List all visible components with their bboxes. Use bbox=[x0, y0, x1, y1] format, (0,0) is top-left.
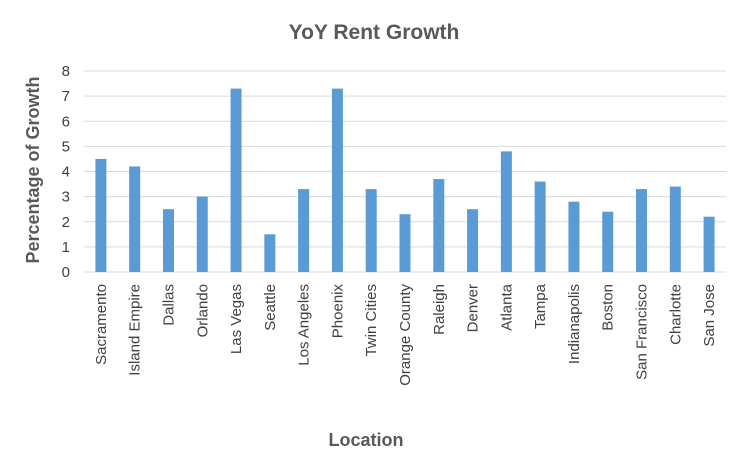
bar-raleigh bbox=[433, 179, 445, 272]
bar-phoenix bbox=[331, 88, 343, 273]
y-tick-label: 5 bbox=[62, 138, 70, 155]
bar-las-vegas bbox=[230, 88, 242, 273]
x-tick-label: Charlotte bbox=[667, 284, 684, 345]
bar-atlanta bbox=[500, 151, 512, 272]
bar-dallas bbox=[162, 209, 174, 272]
x-tick-label: Indianapolis bbox=[566, 284, 583, 364]
x-tick-label: Dallas bbox=[160, 284, 177, 326]
x-tick-label: Los Angeles bbox=[296, 284, 313, 366]
x-tick-label: Boston bbox=[600, 284, 617, 331]
x-tick-label: San Jose bbox=[701, 284, 718, 347]
bar-indianapolis bbox=[568, 201, 580, 272]
x-tick-label: Atlanta bbox=[498, 283, 515, 330]
bar-orange-county bbox=[399, 214, 411, 272]
bar-boston bbox=[602, 211, 614, 272]
x-axis-title: Location bbox=[329, 430, 404, 450]
y-tick-label: 7 bbox=[62, 88, 70, 105]
x-axis-ticks: Sacramento Island Empire Dallas Orlando Las … bbox=[93, 283, 718, 385]
bar-orlando bbox=[196, 196, 208, 272]
x-tick-label: San Francisco bbox=[634, 284, 651, 380]
bar-charlotte bbox=[669, 186, 681, 272]
x-tick-label: Twin Cities bbox=[363, 284, 380, 357]
x-tick-label: Orange County bbox=[397, 284, 414, 386]
y-tick-label: 4 bbox=[62, 164, 70, 181]
y-tick-label: 2 bbox=[62, 214, 70, 231]
y-tick-label: 3 bbox=[62, 189, 70, 206]
y-tick-label: 1 bbox=[62, 239, 70, 256]
bar-island-empire bbox=[129, 166, 141, 272]
x-tick-label: Denver bbox=[465, 284, 482, 332]
y-tick-label: 0 bbox=[62, 264, 70, 281]
x-tick-label: Tampa bbox=[532, 283, 549, 329]
x-tick-label: Island Empire bbox=[127, 284, 144, 376]
bars bbox=[95, 88, 715, 273]
bar-twin-cities bbox=[365, 189, 377, 272]
bar-sacramento bbox=[95, 158, 107, 272]
bar-denver bbox=[467, 209, 479, 272]
bar-san-francisco bbox=[636, 189, 648, 272]
x-tick-label: Phoenix bbox=[329, 284, 346, 339]
x-tick-label: Las Vegas bbox=[228, 284, 245, 354]
y-tick-label: 6 bbox=[62, 113, 70, 130]
x-tick-label: Seattle bbox=[262, 284, 279, 331]
x-tick-label: Raleigh bbox=[431, 284, 448, 335]
y-tick-label: 8 bbox=[62, 63, 70, 80]
gridlines bbox=[84, 70, 726, 273]
x-tick-label: Orlando bbox=[194, 284, 211, 337]
y-axis-title: Percentage of Growth bbox=[23, 76, 43, 263]
bar-san-jose bbox=[703, 216, 715, 272]
bar-los-angeles bbox=[298, 189, 310, 272]
bar-seattle bbox=[264, 234, 276, 272]
x-tick-label: Sacramento bbox=[93, 284, 110, 365]
chart-title: YoY Rent Growth bbox=[289, 21, 460, 44]
y-axis-ticks: 0 1 2 3 4 5 6 7 8 bbox=[62, 63, 70, 281]
bar-tampa bbox=[534, 181, 546, 272]
